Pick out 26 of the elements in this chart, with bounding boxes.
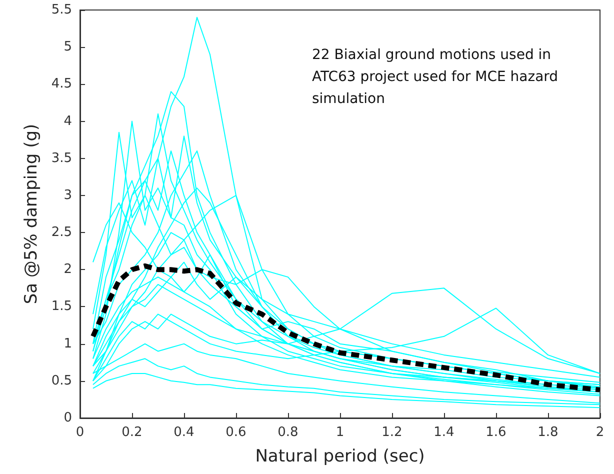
x-tick-label: 0.8: [278, 425, 298, 440]
x-tick-label: 1.6: [486, 425, 506, 440]
x-tick-label: 0.4: [174, 425, 194, 440]
y-tick-label: 1.5: [51, 299, 72, 314]
x-tick-label: 1.4: [434, 425, 454, 440]
y-tick-label: 0.5: [51, 373, 72, 388]
x-tick-label: 1.2: [382, 425, 402, 440]
y-tick-label: 3.5: [51, 150, 72, 166]
y-tick-label: 2: [64, 262, 72, 278]
y-tick-label: 4: [64, 114, 72, 129]
annotation: 22 Biaxial ground motions used in ATC63 project used for MCE hazard simulation: [312, 47, 562, 107]
y-tick-label: 5: [64, 40, 72, 55]
y-tick-label: 0: [64, 410, 72, 426]
x-tick-label: 0.2: [122, 425, 142, 440]
y-tick-label: 4.5: [51, 76, 72, 92]
x-tick-label: 0: [76, 425, 84, 440]
y-tick-label: 3: [64, 188, 72, 203]
y-tick-label: 2.5: [51, 225, 72, 240]
x-tick-label: 1.8: [538, 425, 558, 440]
x-tick-label: 2: [596, 425, 604, 440]
y-axis-title: Sa @5% damping (g): [22, 124, 42, 304]
y-tick-label: 5.5: [51, 2, 72, 18]
x-tick-label: 0.6: [226, 425, 246, 440]
x-axis-title: Natural period (sec): [255, 446, 425, 466]
x-tick-label: 1: [336, 425, 344, 440]
y-tick-label: 1: [64, 336, 72, 352]
